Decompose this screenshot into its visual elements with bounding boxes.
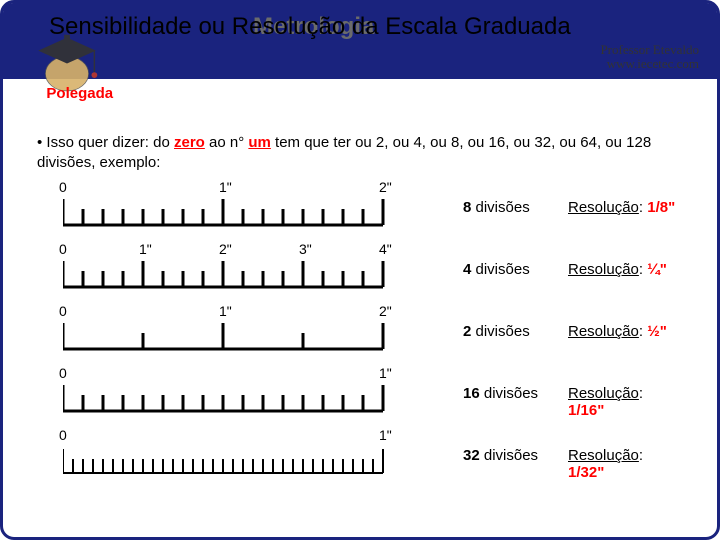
resolution-label: Resolução: ¼" [568, 261, 667, 278]
divisions-label: 32 divisões [463, 447, 538, 464]
ruler-tick-label: 0 [59, 365, 67, 381]
divisions-label: 8 divisões [463, 199, 530, 216]
ruler-row: 01"32 divisõesResolução: 1/32" [63, 429, 677, 485]
resolution-label: Resolução: ½" [568, 323, 667, 340]
ruler-tick-label: 0 [59, 179, 67, 195]
credit-author: Professor Etevaldo [600, 43, 699, 57]
ruler-row: 01"16 divisõesResolução: 1/16" [63, 367, 677, 423]
bullet-explanation: • Isso quer dizer: do zero ao n° um tem … [37, 133, 687, 172]
bullet2-mid: ao n° [205, 134, 249, 151]
slide-title: Sensibilidade ou Resolução da Escala Gra… [49, 13, 571, 41]
credit-block: Professor Etevaldo www.iecetec.com [600, 43, 699, 72]
ruler-svg [63, 381, 387, 425]
ruler-row: 01"2"3"4"4 divisõesResolução: ¼" [63, 243, 677, 299]
ruler-row: 01"2"8 divisõesResolução: 1/8" [63, 181, 677, 237]
bullet-polegada: • Polegada, a escala é dividida em: 2, 4… [37, 85, 449, 102]
ruler-tick-label: 2" [379, 179, 392, 195]
ruler-tick-label: 1" [219, 303, 232, 319]
resolution-label: Resolução: 1/16" [568, 385, 677, 419]
ruler-tick-label: 3" [299, 241, 312, 257]
divisions-label: 4 divisões [463, 261, 530, 278]
resolution-label: Resolução: 1/32" [568, 447, 677, 481]
bullet-marker: • [37, 85, 46, 102]
rulers-container: 01"2"8 divisõesResolução: 1/8"01"2"3"4"4… [63, 181, 677, 491]
ruler-tick-label: 0 [59, 241, 67, 257]
credit-url: www.iecetec.com [600, 57, 699, 71]
resolution-label: Resolução: 1/8" [568, 199, 675, 216]
ruler-svg [63, 257, 387, 301]
ruler-tick-label: 2" [379, 303, 392, 319]
ruler-tick-label: 1" [379, 427, 392, 443]
ruler-svg [63, 195, 387, 239]
ruler-tick-label: 2" [219, 241, 232, 257]
polegada-word: Polegada [46, 85, 113, 102]
ruler-tick-label: 1" [219, 179, 232, 195]
zero-word: zero [174, 134, 205, 151]
bullet2-pre: • Isso quer dizer: do [37, 134, 174, 151]
ruler-tick-label: 1" [379, 365, 392, 381]
divisions-label: 16 divisões [463, 385, 538, 402]
divisions-label: 2 divisões [463, 323, 530, 340]
um-word: um [248, 134, 271, 151]
ruler-svg [63, 319, 387, 363]
ruler-tick-label: 1" [139, 241, 152, 257]
ruler-tick-label: 0 [59, 427, 67, 443]
ruler-tick-label: 4" [379, 241, 392, 257]
ruler-svg [63, 443, 387, 487]
slide-frame: Metrologia Sensibilidade ou Resolução da… [0, 0, 720, 540]
ruler-tick-label: 0 [59, 303, 67, 319]
bullet1-rest: , a escala é dividida em: 2, 4, 8, 16, 3… [113, 85, 449, 102]
ruler-row: 01"2"2 divisõesResolução: ½" [63, 305, 677, 361]
